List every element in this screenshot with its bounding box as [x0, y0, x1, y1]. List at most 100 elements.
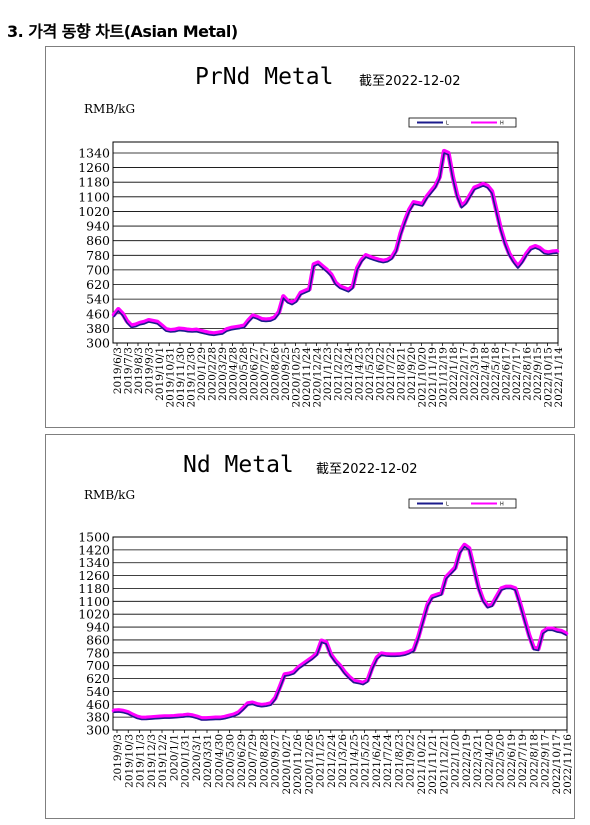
- x-tick-label: 2021/4/23: [354, 347, 366, 401]
- y-tick-label: 1260: [78, 160, 110, 175]
- plot-frame: [112, 141, 559, 344]
- x-tick-label: 2019/9/3: [112, 734, 124, 781]
- x-tick-label: 2022/2/19: [461, 734, 473, 788]
- chart-title: Nd Metal: [183, 452, 294, 478]
- y-tick-label: 1420: [78, 542, 110, 557]
- y-tick-label: 940: [86, 219, 110, 234]
- y-axis-unit-label: RMB/kG: [84, 488, 135, 502]
- x-tick-label: 2021/5/23: [364, 347, 376, 401]
- x-tick-label: 2020/5/30: [225, 734, 237, 788]
- series-line-high: [111, 148, 560, 336]
- x-tick-label: 2021/2/24: [326, 734, 338, 788]
- legend-box: [408, 117, 517, 128]
- y-tick-label: 1180: [78, 581, 110, 596]
- x-tick-label: 2020/1/29: [196, 347, 208, 401]
- x-tick-label: 2021/8/21: [396, 347, 408, 401]
- legend-label-low: L: [446, 502, 449, 508]
- x-tick-label: 2022/2/17: [459, 347, 471, 401]
- prnd-chart: PrNd Metal 截至2022-12-02 RMB/kG L H 3003804605…: [78, 64, 565, 408]
- x-tick-label: 2019/11/30: [175, 347, 187, 408]
- x-tick-label: 2021/3/26: [337, 734, 349, 788]
- x-tick-label: 2021/3/24: [343, 347, 355, 401]
- chart-title: PrNd Metal: [195, 64, 333, 90]
- x-tick-label: 2020/12/24: [312, 347, 324, 408]
- chart-panel-prnd: PrNd Metal 截至2022-12-02 RMB/kG L H 300 380 460 5…: [45, 46, 575, 428]
- x-tick-label: 2020/2/28: [207, 347, 219, 401]
- x-tick-label: 2022/11/14: [553, 347, 565, 408]
- series-line-high: [111, 542, 569, 721]
- y-tick-label: 620: [86, 277, 110, 292]
- x-tick-label: 2022/6/19: [506, 734, 518, 788]
- x-tick-label: 2020/10/25: [291, 347, 303, 408]
- y-tick-label: 700: [86, 658, 110, 673]
- x-tick-label: 2020/5/28: [238, 347, 250, 401]
- x-tick-label: 2020/3/1: [191, 734, 203, 781]
- x-tick-label: 2020/1/1: [168, 734, 180, 781]
- x-tick-label: 2019/12/2: [157, 734, 169, 788]
- y-tick-label: 1500: [78, 530, 110, 545]
- x-tick-label: 2022/4/20: [483, 734, 495, 788]
- y-tick-label: 700: [86, 262, 110, 277]
- x-tick-label: 2022/4/18: [480, 347, 492, 401]
- x-tick-label: 2022/10/17: [551, 734, 563, 795]
- x-tick-label: 2020/9/27: [270, 734, 282, 788]
- x-tick-label: 2020/9/25: [280, 347, 292, 401]
- y-tick-label: 940: [86, 620, 110, 635]
- y-tick-label: 860: [86, 233, 110, 248]
- y-tick-label: 540: [86, 684, 110, 699]
- x-tick-label: 2020/6/27: [249, 347, 261, 401]
- x-tick-label: 2020/12/26: [303, 734, 315, 795]
- y-tick-label: 1340: [78, 555, 110, 570]
- x-tick-label: 2021/6/24: [371, 734, 383, 788]
- y-tick-label: 300: [86, 336, 110, 351]
- x-tick-label: 2019/12/3: [146, 734, 158, 788]
- x-tick-label: 2020/1/31: [180, 734, 192, 788]
- x-tick-label: 2022/9/15: [532, 347, 544, 401]
- x-tick-label: 2021/9/22: [405, 734, 417, 788]
- section-title: 3. 가격 동향 차트(Asian Metal): [7, 22, 238, 41]
- x-tick-label: 2022/3/21: [472, 734, 484, 788]
- x-tick-label: 2021/7/24: [382, 734, 394, 788]
- x-tick-label: 2021/11/21: [427, 734, 439, 795]
- x-tick-label: 2020/6/29: [236, 734, 248, 788]
- x-tick-label: 2020/8/26: [270, 347, 282, 401]
- y-tick-label: 1100: [78, 594, 110, 609]
- y-axis-unit-label: RMB/kG: [84, 102, 135, 116]
- x-tick-label: 2021/4/25: [348, 734, 360, 788]
- y-tick-label: 780: [86, 248, 110, 263]
- x-tick-label: 2021/8/23: [393, 734, 405, 788]
- x-tick-label: 2022/6/17: [501, 347, 513, 401]
- x-tick-label: 2019/10/31: [165, 347, 177, 408]
- x-tick-label: 2020/8/28: [258, 734, 270, 788]
- x-tick-label: 2019/10/1: [154, 347, 166, 401]
- y-tick-label: 1180: [78, 175, 110, 190]
- y-tick-label: 540: [86, 292, 110, 307]
- x-tick-label: 2021/9/20: [406, 347, 418, 401]
- x-tick-label: 2019/8/3: [133, 347, 145, 394]
- legend-label-high: H: [500, 121, 504, 127]
- legend-label-high: H: [500, 502, 504, 508]
- chart-panel-nd: Nd Metal 截至2022-12-02 RMB/kG L H 300 380 460 540…: [45, 434, 575, 819]
- x-tick-label: 2020/11/24: [301, 347, 313, 408]
- x-tick-label: 2022/7/17: [511, 347, 523, 401]
- y-tick-label: 620: [86, 671, 110, 686]
- x-tick-label: 2021/6/22: [375, 347, 387, 401]
- x-tick-label: 2022/11/16: [562, 734, 574, 795]
- nd-chart: Nd Metal 截至2022-12-02 RMB/kG L H 300380460540…: [78, 452, 574, 795]
- series-line-low: [113, 545, 567, 721]
- x-tick-label: 2019/11/3: [135, 734, 147, 788]
- x-tick-label: 2019/10/3: [123, 734, 135, 788]
- x-tick-label: 2021/2/22: [333, 347, 345, 401]
- x-tick-label: 2019/6/3: [112, 347, 124, 394]
- x-tick-label: 2021/10/20: [417, 347, 429, 408]
- legend-box: [408, 498, 517, 509]
- x-tick-label: 2022/8/18: [528, 734, 540, 788]
- chart-date-note: 截至2022-12-02: [316, 462, 418, 477]
- x-tick-label: 2022/5/18: [490, 347, 502, 401]
- x-tick-label: 2022/10/15: [543, 347, 555, 408]
- y-tick-label: 860: [86, 632, 110, 647]
- y-tick-label: 1100: [78, 189, 110, 204]
- y-tick-label: 1020: [78, 607, 110, 622]
- x-tick-label: 2022/8/16: [522, 347, 534, 401]
- x-tick-label: 2021/1/25: [315, 734, 327, 788]
